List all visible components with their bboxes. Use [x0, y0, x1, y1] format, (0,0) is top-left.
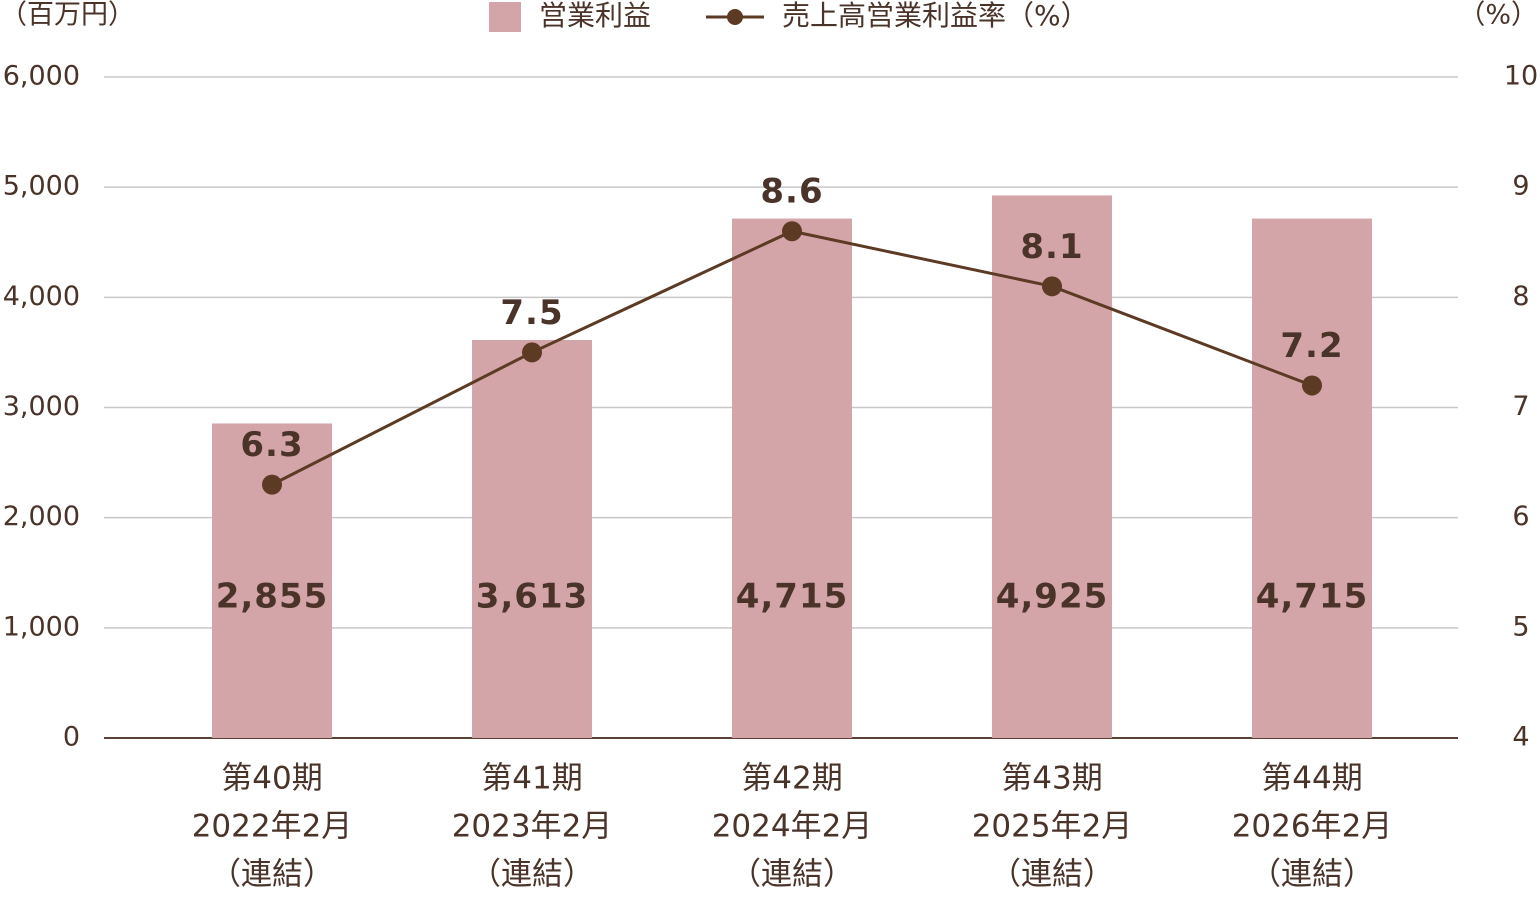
bar-value-label: 3,613: [476, 577, 589, 617]
bar: [732, 218, 852, 739]
y2-tick-label: 10: [1504, 61, 1538, 92]
legend-dot: [727, 9, 743, 25]
x-tick-label: （連結）: [730, 857, 854, 893]
line-point: [1302, 375, 1322, 396]
line-value-label: 8.1: [1020, 227, 1083, 267]
bar-value-label: 4,715: [736, 577, 849, 617]
line-point: [1042, 276, 1062, 297]
x-tick-label: 2024年2月: [712, 809, 873, 845]
y-tick-label: 3,000: [3, 391, 80, 422]
y2-tick-label: 7: [1512, 391, 1529, 422]
x-tick-label: 第44期: [1261, 761, 1362, 797]
y-tick-label: 0: [63, 722, 80, 753]
line-value-label: 7.2: [1280, 326, 1343, 366]
y-unit-label: （百万円）: [0, 0, 135, 31]
bar: [472, 339, 592, 738]
x-tick-label: （連結）: [470, 857, 594, 893]
x-tick-label: （連結）: [210, 857, 334, 893]
x-tick-label: 第42期: [741, 761, 842, 797]
line-value-label: 8.6: [760, 172, 823, 212]
line-point: [262, 474, 282, 495]
legend-swatch: [489, 2, 521, 32]
x-tick-label: （連結）: [1250, 857, 1374, 893]
x-tick-label: 第40期: [221, 761, 322, 797]
legend-label: 売上高営業利益率（%）: [782, 0, 1089, 32]
x-tick-label: 2025年2月: [972, 809, 1133, 845]
x-tick-label: 2022年2月: [192, 809, 353, 845]
y2-tick-label: 9: [1512, 171, 1529, 202]
line-point: [522, 342, 542, 363]
y-tick-label: 5,000: [3, 171, 80, 202]
bar-value-label: 4,925: [996, 577, 1109, 617]
y-tick-label: 1,000: [3, 611, 80, 642]
y2-tick-label: 8: [1512, 281, 1529, 312]
y2-tick-label: 4: [1512, 722, 1529, 753]
bar-value-label: 2,855: [216, 577, 329, 617]
y2-tick-label: 5: [1512, 611, 1529, 642]
x-tick-label: 第43期: [1001, 761, 1102, 797]
y2-tick-label: 6: [1512, 501, 1529, 532]
y-tick-label: 4,000: [3, 281, 80, 312]
y-tick-label: 2,000: [3, 501, 80, 532]
legend-label: 営業利益: [539, 0, 651, 32]
line-value-label: 6.3: [240, 425, 303, 465]
x-tick-label: （連結）: [990, 857, 1114, 893]
x-tick-label: 2023年2月: [452, 809, 613, 845]
y2-unit-label: （%）: [1458, 0, 1538, 31]
line-point: [782, 221, 802, 242]
bar: [1252, 218, 1372, 739]
bar-value-label: 4,715: [1256, 577, 1369, 617]
x-tick-label: 第41期: [481, 761, 582, 797]
line-value-label: 7.5: [500, 293, 563, 333]
y-tick-label: 6,000: [3, 61, 80, 92]
x-tick-label: 2026年2月: [1232, 809, 1393, 845]
